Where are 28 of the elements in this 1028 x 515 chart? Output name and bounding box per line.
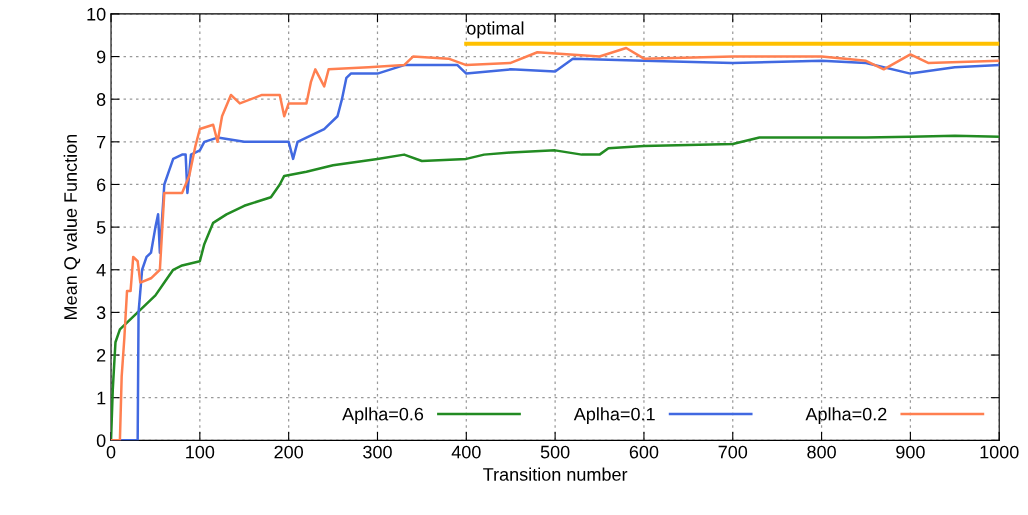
y-tick-label: 9 bbox=[96, 50, 106, 64]
x-tick-label: 100 bbox=[186, 445, 215, 459]
y-tick-label: 8 bbox=[96, 93, 106, 106]
x-tick-label: 600 bbox=[629, 445, 659, 459]
legend-label: Aplha=0.1 bbox=[573, 407, 655, 425]
x-tick-label: 0 bbox=[106, 445, 116, 459]
x-tick-label: 800 bbox=[807, 445, 836, 459]
y-tick-label: 4 bbox=[96, 263, 106, 277]
x-tick-label: 200 bbox=[274, 445, 304, 459]
y-tick-label: 0 bbox=[96, 434, 106, 448]
y-tick-label: 7 bbox=[97, 135, 106, 149]
y-tick-label: 5 bbox=[96, 221, 106, 234]
x-tick-label: 1000 bbox=[980, 445, 1019, 459]
x-tick-label: 500 bbox=[540, 445, 570, 459]
legend-label: Aplha=0.6 bbox=[342, 407, 424, 425]
x-axis-title: Transition number bbox=[483, 467, 628, 481]
x-tick-label: 700 bbox=[718, 445, 748, 459]
y-tick-label: 6 bbox=[97, 178, 106, 192]
x-tick-label: 900 bbox=[896, 445, 925, 459]
y-tick-label: 3 bbox=[96, 306, 106, 320]
y-tick-label: 2 bbox=[97, 348, 106, 362]
x-tick-label: 300 bbox=[363, 445, 392, 459]
y-tick-label: 1 bbox=[97, 391, 106, 405]
annotation: optimal bbox=[467, 21, 524, 39]
legend-label: Aplha=0.2 bbox=[805, 407, 887, 425]
y-axis-title: Mean Q value Function bbox=[63, 134, 81, 319]
y-tick-label: 10 bbox=[87, 7, 106, 21]
x-tick-label: 400 bbox=[451, 445, 481, 459]
